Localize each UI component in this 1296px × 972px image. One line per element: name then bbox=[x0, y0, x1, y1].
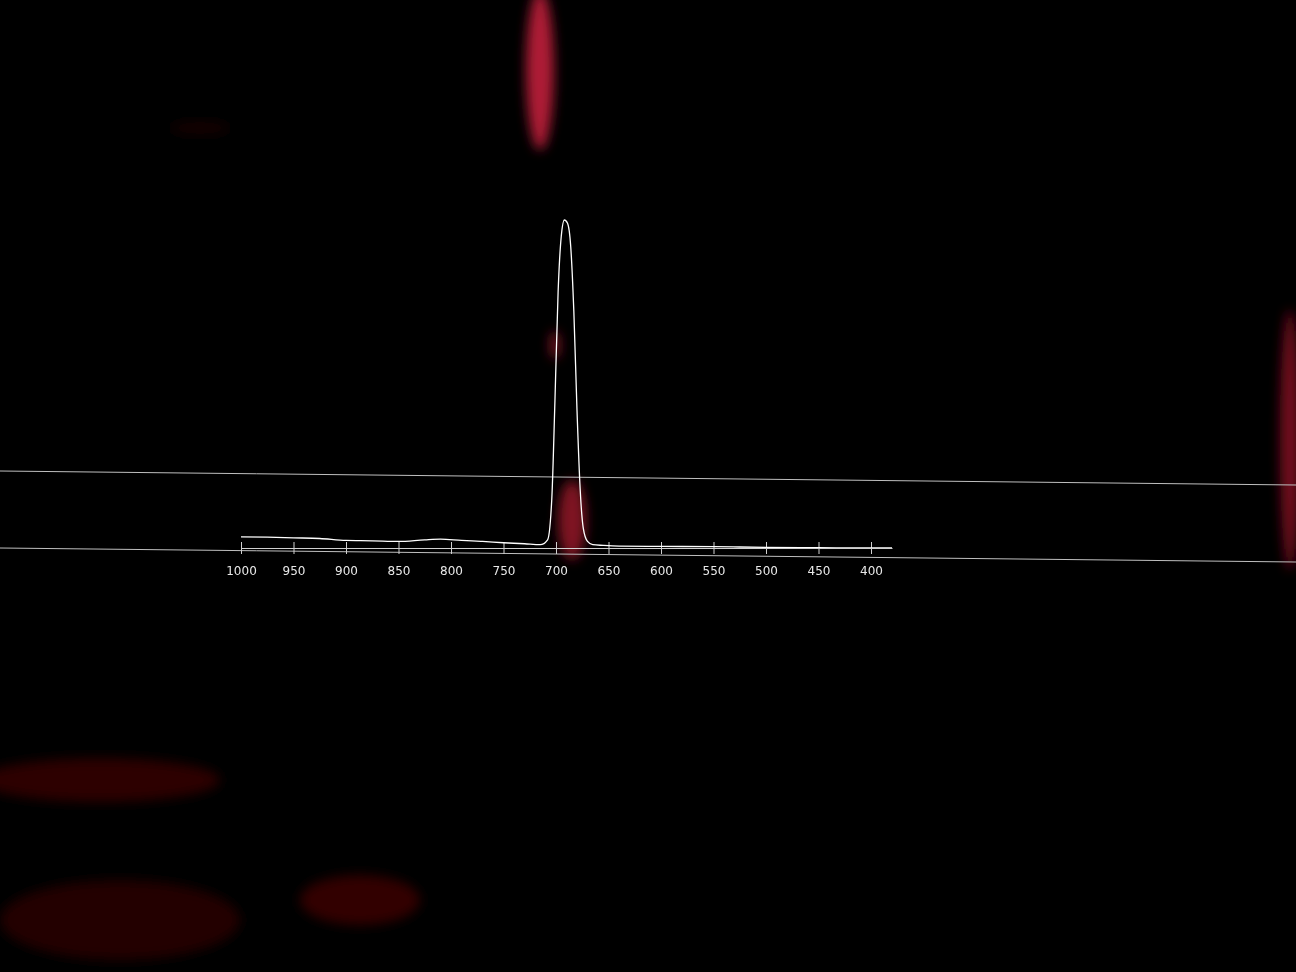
chart: 1000 950 900 850 800 750 700 650 600 550 500 450 400 bbox=[0, 0, 1296, 972]
glow bbox=[1280, 310, 1296, 570]
glow bbox=[300, 875, 420, 925]
tick-mark bbox=[451, 542, 452, 554]
guide-line bbox=[0, 548, 1296, 562]
tick-label: 450 bbox=[808, 564, 831, 578]
x-axis-line bbox=[242, 548, 893, 549]
tick-mark bbox=[766, 542, 767, 554]
tick: 600 bbox=[650, 542, 673, 578]
tick-mark bbox=[609, 542, 610, 554]
tick-label: 600 bbox=[650, 564, 673, 578]
plot-area bbox=[241, 220, 892, 548]
tick: 850 bbox=[388, 542, 411, 578]
tick: 800 bbox=[440, 542, 463, 578]
tick-label: 950 bbox=[283, 564, 306, 578]
tick-label: 1000 bbox=[226, 564, 257, 578]
tick-mark bbox=[241, 542, 242, 554]
tick-mark bbox=[504, 542, 505, 554]
tick: 650 bbox=[598, 542, 621, 578]
tick-mark bbox=[399, 542, 400, 554]
tick-label: 750 bbox=[493, 564, 516, 578]
tick-label: 900 bbox=[335, 564, 358, 578]
tick-mark bbox=[556, 542, 557, 554]
tick-mark bbox=[294, 542, 295, 554]
tick: 1000 bbox=[226, 542, 257, 578]
tick-mark bbox=[714, 542, 715, 554]
tick: 700 bbox=[545, 542, 568, 578]
glow bbox=[550, 331, 560, 359]
tick-label: 500 bbox=[755, 564, 778, 578]
background-glow bbox=[0, 0, 1296, 960]
tick: 750 bbox=[493, 542, 516, 578]
glow bbox=[0, 880, 240, 960]
tick-label: 400 bbox=[860, 564, 883, 578]
glow bbox=[526, 0, 554, 150]
tick-label: 850 bbox=[388, 564, 411, 578]
tick-label: 700 bbox=[545, 564, 568, 578]
tick-mark bbox=[346, 542, 347, 554]
glow bbox=[170, 122, 230, 134]
spectrum-line bbox=[241, 220, 892, 548]
glow bbox=[0, 758, 220, 802]
tick-mark bbox=[661, 542, 662, 554]
tick-label: 800 bbox=[440, 564, 463, 578]
tick-label: 550 bbox=[703, 564, 726, 578]
tick: 900 bbox=[335, 542, 358, 578]
guide-line bbox=[0, 471, 1296, 485]
tick-label: 650 bbox=[598, 564, 621, 578]
tick: 950 bbox=[283, 542, 306, 578]
